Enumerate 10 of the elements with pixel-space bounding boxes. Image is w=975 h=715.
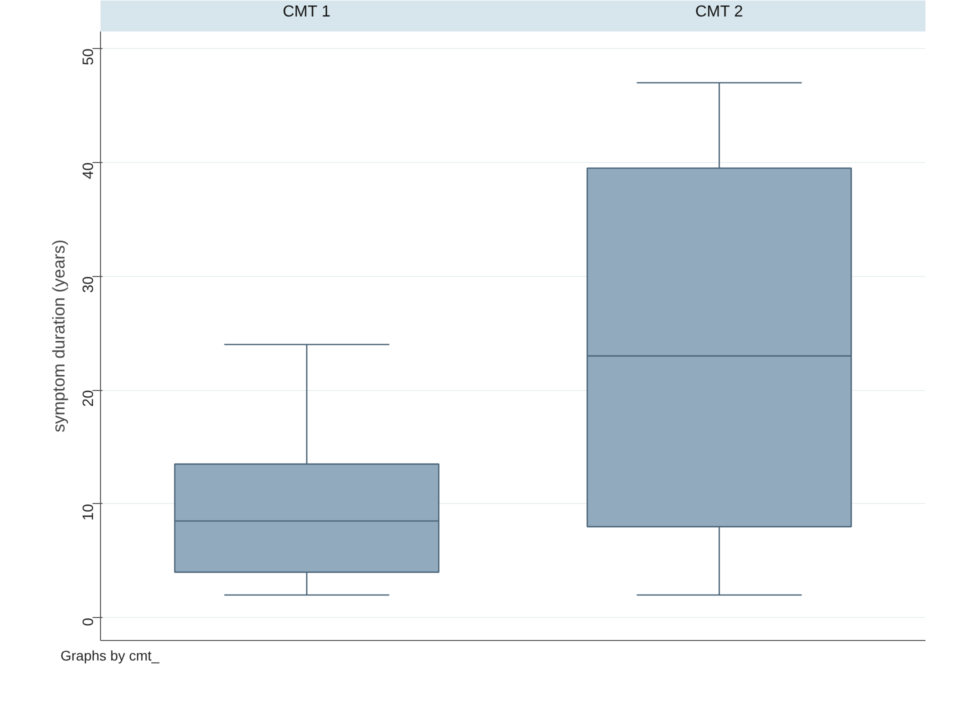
y-tick-label: 30 <box>80 276 97 293</box>
y-tick-label: 0 <box>80 618 97 626</box>
x-tick-label: CMT 1 <box>282 4 331 20</box>
x-tick-label: CMT 2 <box>695 4 744 20</box>
y-axis-title: symptom duration (years) <box>50 240 68 432</box>
text: Graphs by cmt_ <box>60 648 160 664</box>
y-tick-label: 20 <box>80 390 97 407</box>
y-tick-label: 40 <box>80 162 97 180</box>
y-tick-label: 50 <box>80 48 97 66</box>
y-tick-label: 10 <box>80 504 97 521</box>
